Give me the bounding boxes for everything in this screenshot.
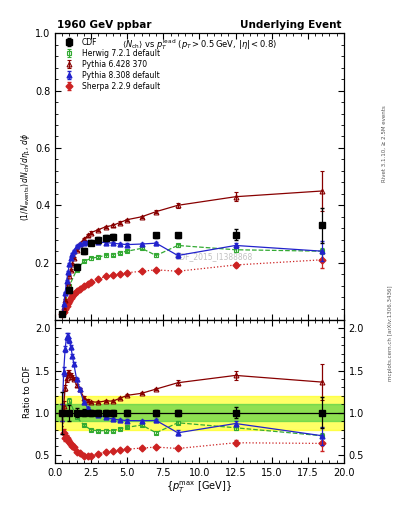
- Legend: CDF, Herwig 7.2.1 default, Pythia 6.428 370, Pythia 8.308 default, Sherpa 2.2.9 : CDF, Herwig 7.2.1 default, Pythia 6.428 …: [57, 35, 163, 94]
- Text: Rivet 3.1.10, ≥ 2.5M events: Rivet 3.1.10, ≥ 2.5M events: [382, 105, 387, 182]
- Bar: [55, 404, 344, 421]
- Text: Underlying Event: Underlying Event: [241, 20, 342, 31]
- Y-axis label: Ratio to CDF: Ratio to CDF: [23, 366, 32, 418]
- Text: mcplots.cern.ch [arXiv:1306.3436]: mcplots.cern.ch [arXiv:1306.3436]: [388, 285, 393, 380]
- Text: $\langle N_\mathrm{ch}\rangle$ vs $p_T^\mathrm{lead}$ $(p_T > 0.5\,\mathrm{GeV},: $\langle N_\mathrm{ch}\rangle$ vs $p_T^\…: [122, 37, 277, 53]
- Bar: [55, 396, 344, 430]
- Text: 1960 GeV ppbar: 1960 GeV ppbar: [57, 20, 151, 31]
- X-axis label: $\{p_T^\mathrm{max}\ [\mathrm{GeV}]\}$: $\{p_T^\mathrm{max}\ [\mathrm{GeV}]\}$: [166, 480, 233, 495]
- Y-axis label: $(1/N_\mathrm{events})\,dN_\mathrm{ch}/d\eta_1,\,d\phi$: $(1/N_\mathrm{events})\,dN_\mathrm{ch}/d…: [19, 133, 32, 221]
- Text: CDF_2015_I1388868: CDF_2015_I1388868: [175, 252, 253, 262]
